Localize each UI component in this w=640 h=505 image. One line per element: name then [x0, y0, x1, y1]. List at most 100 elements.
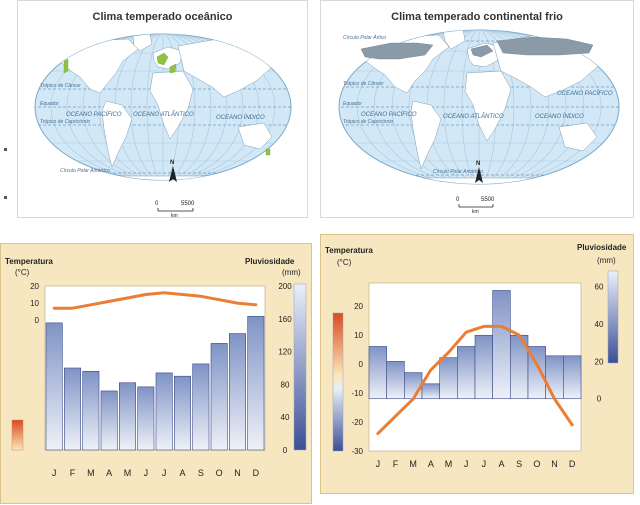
tropic-capricorn-label: Trópico de Capricórnio	[343, 119, 393, 125]
precipitation-bar	[155, 372, 173, 451]
month-tick-label: A	[498, 459, 504, 469]
precipitation-axis-unit: (mm)	[597, 256, 616, 265]
precipitation-bar	[229, 333, 246, 451]
temperature-line	[376, 324, 574, 436]
precipitation-tick-label: 120	[278, 348, 292, 357]
precipitation-bar	[474, 334, 493, 400]
precipitation-bar	[563, 355, 582, 400]
temperature-line	[52, 291, 258, 310]
precipitation-tick-label: 200	[278, 282, 292, 291]
temperature-axis-title: Temperatura	[5, 257, 53, 266]
equator-label: Equador	[343, 101, 362, 107]
month-tick-label: N	[234, 468, 241, 478]
precipitation-bar	[439, 357, 458, 400]
precipitation-axis-unit: (mm)	[282, 268, 301, 277]
north-label: N	[476, 161, 480, 167]
north-label: N	[170, 160, 174, 166]
precipitation-bar	[210, 343, 228, 451]
tropic-capricorn-label: Trópico de Capricórnio	[40, 119, 90, 125]
south-america	[410, 100, 442, 170]
temperature-tick-label: -10	[351, 389, 363, 398]
precipitation-bar	[82, 370, 100, 451]
map-panel-continental: Clima temperado continental frio	[320, 0, 634, 218]
climograph-svg: J F M A M J J A S O N D 200 160 120 80 40 0 20 10 0 Temperat…	[5, 257, 307, 478]
precipitation-tick-label: 0	[283, 446, 288, 455]
australia	[558, 122, 598, 152]
map-title: Clima temperado oceânico	[92, 11, 233, 23]
month-tick-label: J	[52, 468, 57, 478]
scale-bar	[458, 204, 494, 208]
month-tick-label: J	[464, 459, 469, 469]
precipitation-tick-label: 0	[597, 395, 602, 404]
pacific-ocean-south-label: OCEANO PACÍFICO	[361, 111, 417, 118]
month-tick-label: J	[162, 468, 167, 478]
precipitation-tick-label: 60	[595, 283, 604, 292]
precipitation-tick-label: 40	[595, 320, 604, 329]
scale-value: 5500	[181, 201, 195, 207]
precipitation-tick-label: 160	[278, 315, 292, 324]
scale-zero: 0	[155, 201, 159, 207]
month-tick-label: F	[393, 459, 399, 469]
month-tick-label: J	[144, 468, 149, 478]
month-tick-label: D	[569, 459, 576, 469]
continental-climate-zones	[360, 36, 594, 60]
precipitation-bar	[100, 390, 118, 451]
world-map: Trópico de Câncer Equador Trópico de Cap…	[34, 33, 292, 219]
month-tick-label: D	[253, 468, 260, 478]
month-tick-label: J	[482, 459, 487, 469]
australia	[237, 122, 273, 150]
edge-mark	[4, 196, 7, 199]
temperature-axis-unit: (°C)	[337, 258, 352, 267]
precipitation-tick-label: 80	[281, 380, 290, 389]
precipitation-bar	[457, 346, 476, 400]
precipitation-color-scale	[293, 283, 307, 451]
map-title: Clima temperado continental frio	[391, 11, 563, 23]
south-america	[101, 100, 133, 168]
temperature-tick-label: 20	[354, 302, 363, 311]
scale-bar	[157, 208, 194, 212]
pacific-ocean-label: OCEANO PACÍFICO	[66, 111, 122, 118]
temperature-tick-label: 10	[354, 331, 363, 340]
month-tick-label: S	[516, 459, 522, 469]
temperature-color-scale	[332, 312, 344, 452]
precipitation-bar	[492, 290, 511, 400]
temperature-color-scale	[11, 419, 24, 451]
temperature-tick-label: 0	[35, 316, 40, 325]
month-tick-label: A	[179, 468, 185, 478]
tropic-cancer-label: Trópico de Câncer	[343, 81, 384, 87]
edge-mark	[4, 148, 7, 151]
antarctica	[57, 175, 269, 180]
indian-ocean-label: OCEANO ÍNDICO	[216, 114, 265, 121]
precipitation-bar	[247, 316, 265, 451]
month-tick-label: A	[106, 468, 112, 478]
precipitation-bar	[421, 383, 440, 400]
month-tick-label: M	[124, 468, 132, 478]
precipitation-bar	[174, 375, 191, 451]
month-tick-label: M	[87, 468, 95, 478]
temperature-tick-label: 20	[30, 282, 39, 291]
precipitation-bar	[386, 361, 405, 400]
scale-unit: km	[472, 209, 479, 215]
precipitation-bar	[119, 382, 136, 451]
world-map: Círculo Polar Ártico Trópico de Câncer E…	[338, 29, 620, 215]
africa	[149, 70, 194, 140]
north-arrow-icon	[475, 167, 483, 183]
pacific-ocean-north-label: OCEANO PACÍFICO	[557, 90, 613, 97]
precipitation-bar	[45, 322, 63, 451]
temperature-axis-title: Temperatura	[325, 246, 373, 255]
africa	[464, 70, 512, 142]
equator-label: Equador	[40, 101, 59, 107]
precipitation-color-scale	[607, 270, 619, 364]
antarctic-circle-label: Círculo Polar Antártico	[60, 168, 110, 174]
climograph-oceanic: J F M A M J J A S O N D 200 160 120 80 40 0 20 10 0 Temperat…	[0, 243, 312, 504]
temperature-tick-label: 10	[30, 299, 39, 308]
month-tick-label: F	[70, 468, 76, 478]
month-tick-label: N	[551, 459, 558, 469]
greenland	[442, 30, 466, 50]
month-tick-label: M	[409, 459, 417, 469]
precipitation-bar	[192, 363, 210, 451]
precipitation-tick-label: 40	[281, 413, 290, 422]
month-tick-label: M	[445, 459, 453, 469]
atlantic-ocean-label: OCEANO ATLÂNTICO	[133, 111, 194, 118]
